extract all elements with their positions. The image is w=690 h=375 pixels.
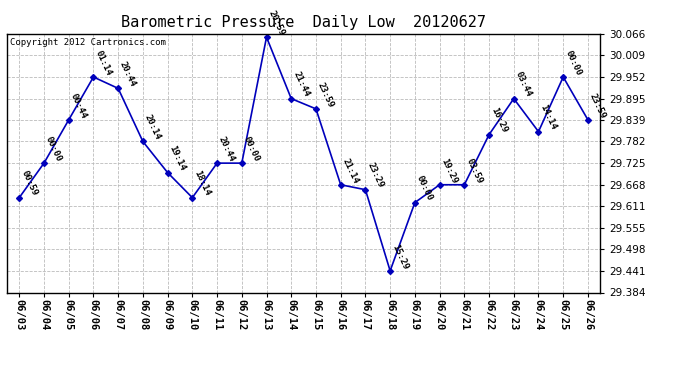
Text: Barometric Pressure  Daily Low  20120627: Barometric Pressure Daily Low 20120627 xyxy=(121,15,486,30)
Text: 20:44: 20:44 xyxy=(118,60,138,88)
Text: 00:44: 00:44 xyxy=(69,92,88,120)
Text: 03:59: 03:59 xyxy=(464,157,484,185)
Text: 23:59: 23:59 xyxy=(316,81,335,109)
Text: 00:59: 00:59 xyxy=(19,170,39,198)
Text: 18:14: 18:14 xyxy=(193,170,212,198)
Text: 21:14: 21:14 xyxy=(341,157,360,185)
Text: Copyright 2012 Cartronics.com: Copyright 2012 Cartronics.com xyxy=(10,38,166,46)
Text: 20:59: 20:59 xyxy=(266,9,286,37)
Text: 20:44: 20:44 xyxy=(217,135,237,163)
Text: 00:00: 00:00 xyxy=(44,135,63,163)
Text: 03:44: 03:44 xyxy=(514,70,533,99)
Text: 23:29: 23:29 xyxy=(366,162,385,190)
Text: 20:14: 20:14 xyxy=(143,113,162,141)
Text: 00:00: 00:00 xyxy=(241,135,262,163)
Text: 15:29: 15:29 xyxy=(390,243,410,271)
Text: 21:44: 21:44 xyxy=(291,70,310,99)
Text: 14:14: 14:14 xyxy=(538,104,558,132)
Text: 19:14: 19:14 xyxy=(168,144,187,172)
Text: 23:59: 23:59 xyxy=(588,92,607,120)
Text: 16:29: 16:29 xyxy=(489,106,509,135)
Text: 19:29: 19:29 xyxy=(440,157,459,185)
Text: 00:00: 00:00 xyxy=(415,174,435,202)
Text: 00:00: 00:00 xyxy=(563,49,583,77)
Text: 01:14: 01:14 xyxy=(93,49,113,77)
